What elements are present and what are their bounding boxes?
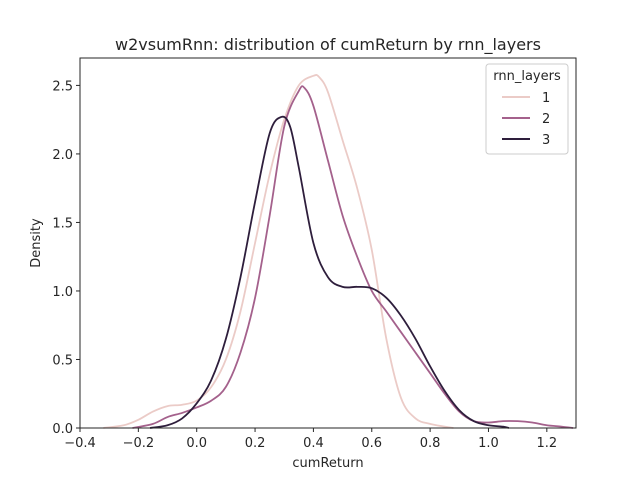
series-line-3 [149, 115, 510, 429]
y-tick-label: 2.5 [52, 79, 73, 94]
y-tick-label: 2.0 [52, 148, 73, 163]
series-line-1 [103, 74, 454, 429]
y-axis: 0.0 0.5 1.0 1.5 2.0 2.5 [52, 79, 80, 437]
x-tick-label: 1.0 [478, 436, 499, 451]
legend-box [485, 63, 569, 155]
plot-lines [103, 74, 574, 429]
y-axis-label: Density [29, 218, 44, 268]
y-tick-label: 0.5 [52, 353, 73, 368]
x-tick-label: 0.6 [361, 436, 382, 451]
x-tick-label: 0.2 [245, 436, 266, 451]
x-tick-label: −0.2 [123, 436, 155, 451]
legend-label-1: 1 [542, 91, 550, 106]
x-axis-label: cumReturn [292, 456, 363, 471]
y-tick-label: 1.5 [52, 216, 73, 231]
y-tick-label: 1.0 [52, 285, 73, 300]
x-tick-label: 0.8 [420, 436, 441, 451]
x-axis: −0.4 −0.2 0.0 0.2 0.4 0.6 0.8 1.0 1.2 [64, 428, 557, 451]
series-line-2 [132, 85, 574, 429]
legend: rnn_layers 1 2 3 [485, 63, 569, 155]
y-tick-label: 0.0 [52, 422, 73, 437]
legend-items: 1 2 3 [502, 91, 550, 148]
x-tick-label: 1.2 [536, 436, 557, 451]
x-tick-label: −0.4 [64, 436, 96, 451]
legend-title: rnn_layers [493, 69, 561, 84]
chart-title: w2vsumRnn: distribution of cumReturn by … [115, 35, 541, 55]
legend-label-2: 2 [542, 112, 550, 127]
legend-label-3: 3 [542, 133, 550, 148]
plot-frame [79, 57, 577, 429]
x-tick-label: 0.4 [303, 436, 324, 451]
x-tick-label: 0.0 [186, 436, 207, 451]
